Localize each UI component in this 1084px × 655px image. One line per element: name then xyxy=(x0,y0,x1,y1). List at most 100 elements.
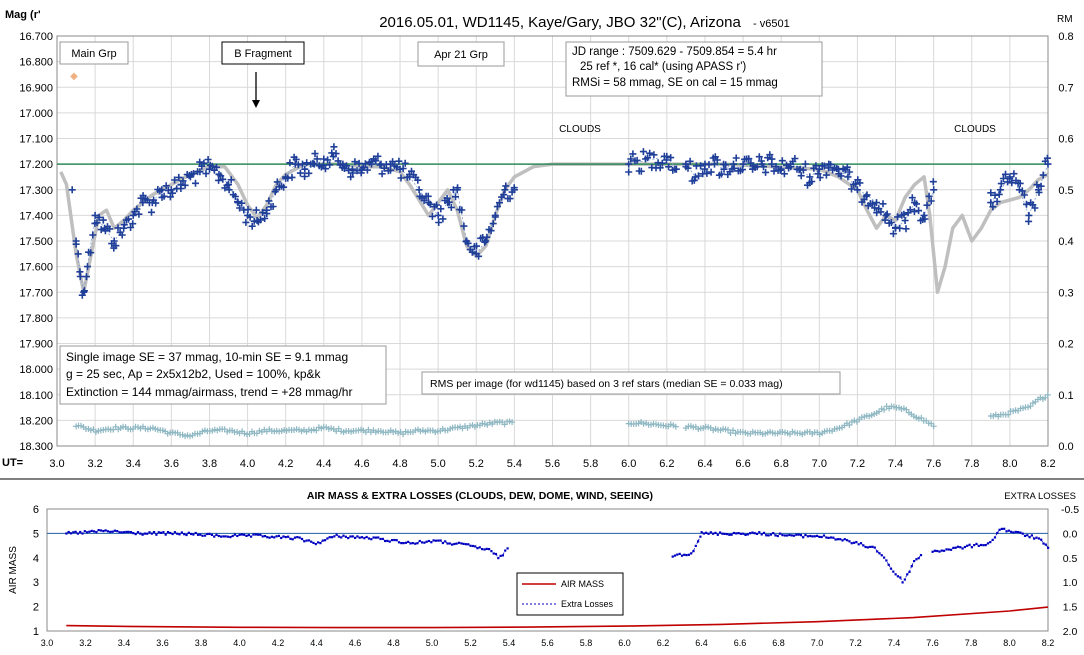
y-tick-label-left: 17.600 xyxy=(19,262,53,274)
extra-losses-point xyxy=(963,545,966,549)
photometry-point xyxy=(148,208,155,216)
photometry-point xyxy=(227,176,235,184)
extra-losses-point xyxy=(263,535,267,538)
photometry-point xyxy=(231,193,239,200)
photometry-point xyxy=(439,215,447,223)
extra-losses-point xyxy=(441,541,444,545)
rms-point xyxy=(313,427,320,434)
rms-note-text: RMS per image (for wd1145) based on 3 re… xyxy=(430,378,783,390)
extra-losses-point xyxy=(956,545,960,548)
extra-losses-point xyxy=(164,533,167,536)
extra-losses-point xyxy=(506,547,509,550)
bottom-x-tick-label: 7.6 xyxy=(926,638,939,648)
photometry-point xyxy=(101,224,109,232)
extra-losses-point xyxy=(871,545,874,548)
extra-losses-point xyxy=(811,535,814,538)
photometry-point xyxy=(351,158,359,166)
photometry-point xyxy=(330,143,338,151)
extra-losses-point xyxy=(1047,546,1050,549)
photometry-point xyxy=(730,160,737,168)
extra-losses-point xyxy=(391,539,394,542)
extra-losses-point xyxy=(1028,536,1031,539)
photometry-point xyxy=(120,224,128,232)
photometry-point xyxy=(780,170,788,178)
photometry-point xyxy=(192,179,199,187)
rms-note-box: RMS per image (for wd1145) based on 3 re… xyxy=(421,371,841,395)
photometry-point xyxy=(219,175,227,183)
extra-losses-point xyxy=(453,542,456,546)
photometry-point xyxy=(179,177,187,185)
photometry-point xyxy=(892,224,899,232)
extra-losses-point xyxy=(238,533,241,536)
photometry-point xyxy=(691,173,699,181)
photometry-point xyxy=(837,172,845,180)
bottom-x-tick-label: 8.2 xyxy=(1042,638,1055,648)
extra-losses-point xyxy=(737,532,740,535)
extra-losses-point xyxy=(1040,538,1043,541)
photometry-point xyxy=(697,162,705,170)
photometry-point xyxy=(177,181,185,189)
photometry-point xyxy=(1023,200,1030,208)
bottom-x-tick-label: 3.0 xyxy=(41,638,54,648)
extra-losses-point xyxy=(155,533,158,536)
photometry-point xyxy=(380,164,388,172)
photometry-point xyxy=(424,192,432,200)
photometry-point xyxy=(755,153,763,161)
photometry-point xyxy=(801,160,809,168)
extra-losses-point xyxy=(97,529,100,532)
extra-losses-point xyxy=(933,549,936,552)
x-tick-label: 7.8 xyxy=(964,458,979,470)
photometry-point xyxy=(296,169,304,177)
legend-extra-losses: Extra Losses xyxy=(561,599,614,609)
extra-losses-point xyxy=(721,532,724,535)
photometry-point xyxy=(806,173,814,181)
photometry-point xyxy=(378,170,386,178)
main-grp-label: Main Grp xyxy=(59,41,129,65)
photometry-point xyxy=(215,170,223,178)
photometry-point xyxy=(658,159,666,167)
extra-losses-point xyxy=(673,554,677,557)
photometry-point xyxy=(808,178,816,185)
photometry-point xyxy=(160,192,168,200)
photometry-point xyxy=(97,226,105,234)
bottom-y-tick-label-right: 1.0 xyxy=(1063,577,1078,589)
y-tick-label-left: 17.500 xyxy=(19,236,53,248)
photometry-point xyxy=(244,211,252,219)
stats-line-2: g = 25 sec, Ap = 2x5x12b2, Used = 100%, … xyxy=(66,367,322,381)
extra-losses-point xyxy=(199,533,202,536)
photometry-point xyxy=(999,175,1007,182)
photometry-point xyxy=(148,199,156,207)
extra-losses-point xyxy=(680,554,684,557)
photometry-point xyxy=(472,250,480,258)
extra-losses-point xyxy=(1000,527,1003,530)
x-tick-label: 7.6 xyxy=(926,458,941,470)
photometry-point xyxy=(305,169,313,177)
extra-losses-point xyxy=(67,530,70,534)
extra-losses-series xyxy=(65,527,1050,584)
photometry-point xyxy=(501,186,509,194)
photometry-point xyxy=(473,242,480,250)
photometry-point xyxy=(171,176,179,184)
bottom-x-tick-label: 3.6 xyxy=(156,638,169,648)
extra-losses-point xyxy=(910,565,913,568)
photometry-point xyxy=(322,165,329,173)
extra-losses-point xyxy=(864,545,867,549)
photometry-point xyxy=(110,237,118,245)
chart-title: 2016.05.01, WD1145, Kaye/Gary, JBO 32"(C… xyxy=(379,14,741,31)
photometry-point xyxy=(1025,217,1033,225)
photometry-point xyxy=(925,192,933,200)
x-tick-label: 3.4 xyxy=(126,458,141,470)
extra-losses-point xyxy=(104,529,107,532)
y-tick-label-right: 0.7 xyxy=(1058,82,1073,94)
extra-losses-point xyxy=(365,535,368,539)
photometry-point xyxy=(127,224,135,231)
photometry-point xyxy=(732,154,740,162)
photometry-point xyxy=(196,168,204,176)
photometry-point xyxy=(303,159,311,167)
photometry-point xyxy=(353,167,361,175)
photometry-point xyxy=(291,160,299,168)
extra-losses-point xyxy=(229,536,232,539)
bottom-x-tick-label: 8.0 xyxy=(1003,638,1016,648)
bottom-x-tick-label: 6.2 xyxy=(657,638,670,648)
x-tick-label: 6.8 xyxy=(774,458,789,470)
